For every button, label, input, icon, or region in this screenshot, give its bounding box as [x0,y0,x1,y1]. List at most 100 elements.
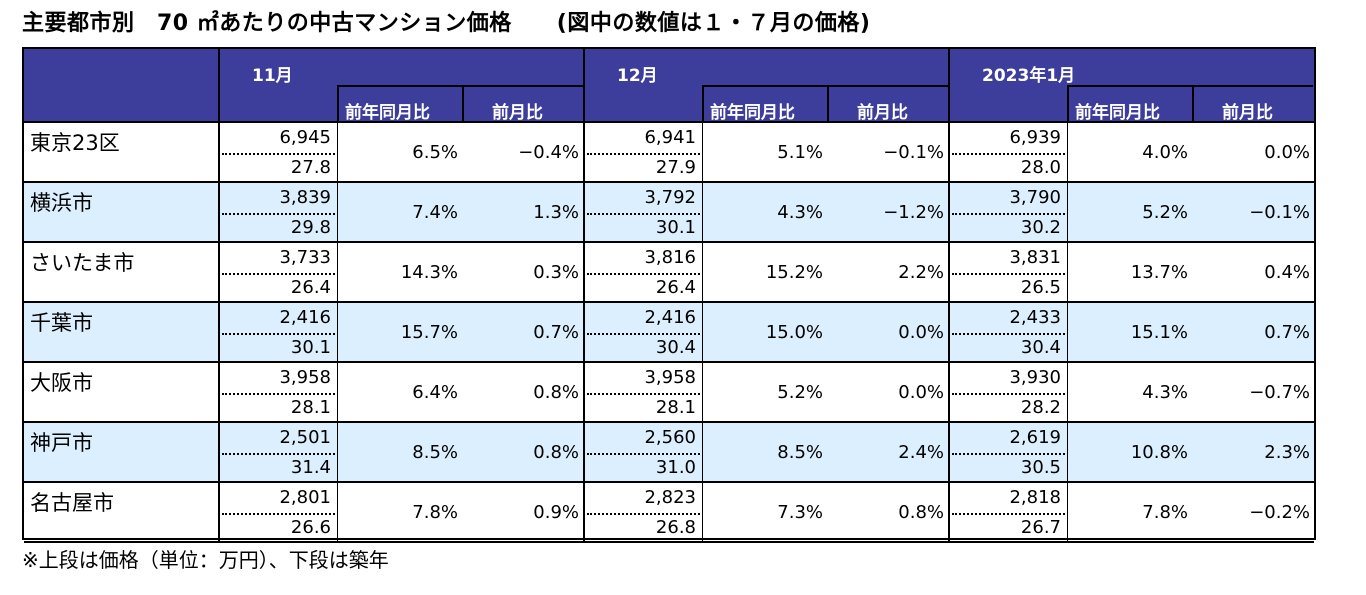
mom-value: 0.7% [1264,322,1310,343]
price-value: 6,941 [644,127,696,148]
mom-value: −0.7% [1249,382,1310,403]
city-name: 横浜市 [30,191,93,215]
mom-value: 0.7% [533,322,579,343]
mom-value: −0.1% [883,142,944,163]
table-row: 千葉市 2,416 30.1 15.7% 0.7% 2,416 30.4 15.0% 0.0% 2… [24,303,1314,363]
period-label: 2023年1月 [982,66,1076,86]
table-row: 神戸市 2,501 31.4 8.5% 0.8% 2,560 31.0 8.5% 2.4% 2,6… [24,423,1314,483]
mom-value: 2.3% [1264,442,1310,463]
yoy-value: 8.5% [412,442,458,463]
price-value: 3,792 [644,187,696,208]
period-label: 12月 [617,66,658,86]
building-age-value: 28.1 [655,397,696,418]
table-row: 横浜市 3,839 29.8 7.4% 1.3% 3,792 30.1 4.3% −1.2% 3,… [24,183,1314,243]
building-age-value: 31.0 [655,457,696,478]
yoy-header: 前年同月比 [345,103,430,123]
table-row: 大阪市 3,958 28.1 6.4% 0.8% 3,958 28.1 5.2% 0.0% 3,9… [24,363,1314,423]
building-age-value: 26.4 [290,277,331,298]
table-row: 名古屋市 2,801 26.6 7.8% 0.9% 2,823 26.8 7.3% 0.8% 2,… [24,483,1314,543]
yoy-value: 10.8% [1130,442,1188,463]
table-row: 東京23区 6,945 27.8 6.5% −0.4% 6,941 27.9 5.1% −0.1… [24,123,1314,183]
price-value: 2,818 [1009,487,1061,508]
yoy-header: 前年同月比 [1075,103,1160,123]
building-age-value: 27.8 [290,157,331,178]
yoy-value: 15.2% [765,262,823,283]
table-header: 11月 前年同月比 前月比 12月 前年同月比 前月比 2023年1月 前年同月比 前月比 [24,49,1314,123]
price-value: 2,416 [279,307,331,328]
price-value: 2,433 [1009,307,1061,328]
yoy-value: 6.5% [412,142,458,163]
price-value: 3,733 [279,247,331,268]
building-age-value: 30.4 [655,337,696,358]
mom-value: 0.3% [533,262,579,283]
mom-value: 0.8% [533,382,579,403]
mom-value: 0.0% [898,382,944,403]
price-value: 3,839 [279,187,331,208]
building-age-value: 30.2 [1020,217,1061,238]
mom-header: 前月比 [1222,103,1273,123]
price-value: 6,945 [279,127,331,148]
table-row: さいたま市 3,733 26.4 14.3% 0.3% 3,816 26.4 15.2% 2.2… [24,243,1314,303]
yoy-value: 5.1% [777,142,823,163]
yoy-value: 5.2% [1142,202,1188,223]
mom-value: −0.2% [1249,502,1310,523]
yoy-value: 15.0% [765,322,823,343]
mom-header: 前月比 [857,103,908,123]
building-age-value: 27.9 [655,157,696,178]
yoy-value: 15.7% [400,322,458,343]
footnote: ※上段は価格（単位：万円）、下段は築年 [22,548,389,572]
mom-value: −0.4% [518,142,579,163]
building-age-value: 28.0 [1020,157,1061,178]
yoy-value: 15.1% [1130,322,1188,343]
city-name: 名古屋市 [30,491,114,515]
mom-value: 0.0% [898,322,944,343]
mom-value: 2.2% [898,262,944,283]
mom-value: 0.8% [533,442,579,463]
price-value: 3,958 [644,367,696,388]
mom-value: −0.1% [1249,202,1310,223]
city-name: 大阪市 [30,371,93,395]
yoy-value: 7.8% [412,502,458,523]
city-name: 千葉市 [30,311,93,335]
price-value: 2,560 [644,427,696,448]
building-age-value: 26.4 [655,277,696,298]
page-title: 主要都市別 70 ㎡あたりの中古マンション価格 (図中の数値は１・７月の価格) [22,11,871,36]
yoy-value: 4.3% [777,202,823,223]
yoy-value: 7.3% [777,502,823,523]
building-age-value: 30.1 [655,217,696,238]
mom-value: 2.4% [898,442,944,463]
city-name: 東京23区 [30,131,120,155]
mom-value: 1.3% [533,202,579,223]
price-value: 3,930 [1009,367,1061,388]
building-age-value: 30.1 [290,337,331,358]
building-age-value: 26.7 [1020,517,1061,538]
building-age-value: 28.2 [1020,397,1061,418]
yoy-value: 6.4% [412,382,458,403]
price-value: 2,801 [279,487,331,508]
yoy-value: 4.3% [1142,382,1188,403]
mom-value: 0.8% [898,502,944,523]
mom-value: 0.4% [1264,262,1310,283]
city-name: さいたま市 [30,251,135,275]
yoy-value: 13.7% [1130,262,1188,283]
period-label: 11月 [252,66,293,86]
price-value: 3,816 [644,247,696,268]
price-value: 3,790 [1009,187,1061,208]
mom-value: 0.0% [1264,142,1310,163]
yoy-value: 8.5% [777,442,823,463]
building-age-value: 26.6 [290,517,331,538]
price-value: 3,958 [279,367,331,388]
price-value: 6,939 [1009,127,1061,148]
building-age-value: 29.8 [290,217,331,238]
mom-value: 0.9% [533,502,579,523]
yoy-value: 4.0% [1142,142,1188,163]
city-name: 神戸市 [30,431,93,455]
yoy-value: 14.3% [400,262,458,283]
building-age-value: 31.4 [290,457,331,478]
building-age-value: 26.8 [655,517,696,538]
building-age-value: 28.1 [290,397,331,418]
yoy-value: 7.4% [412,202,458,223]
building-age-value: 30.4 [1020,337,1061,358]
price-value: 2,619 [1009,427,1061,448]
price-value: 3,831 [1009,247,1061,268]
